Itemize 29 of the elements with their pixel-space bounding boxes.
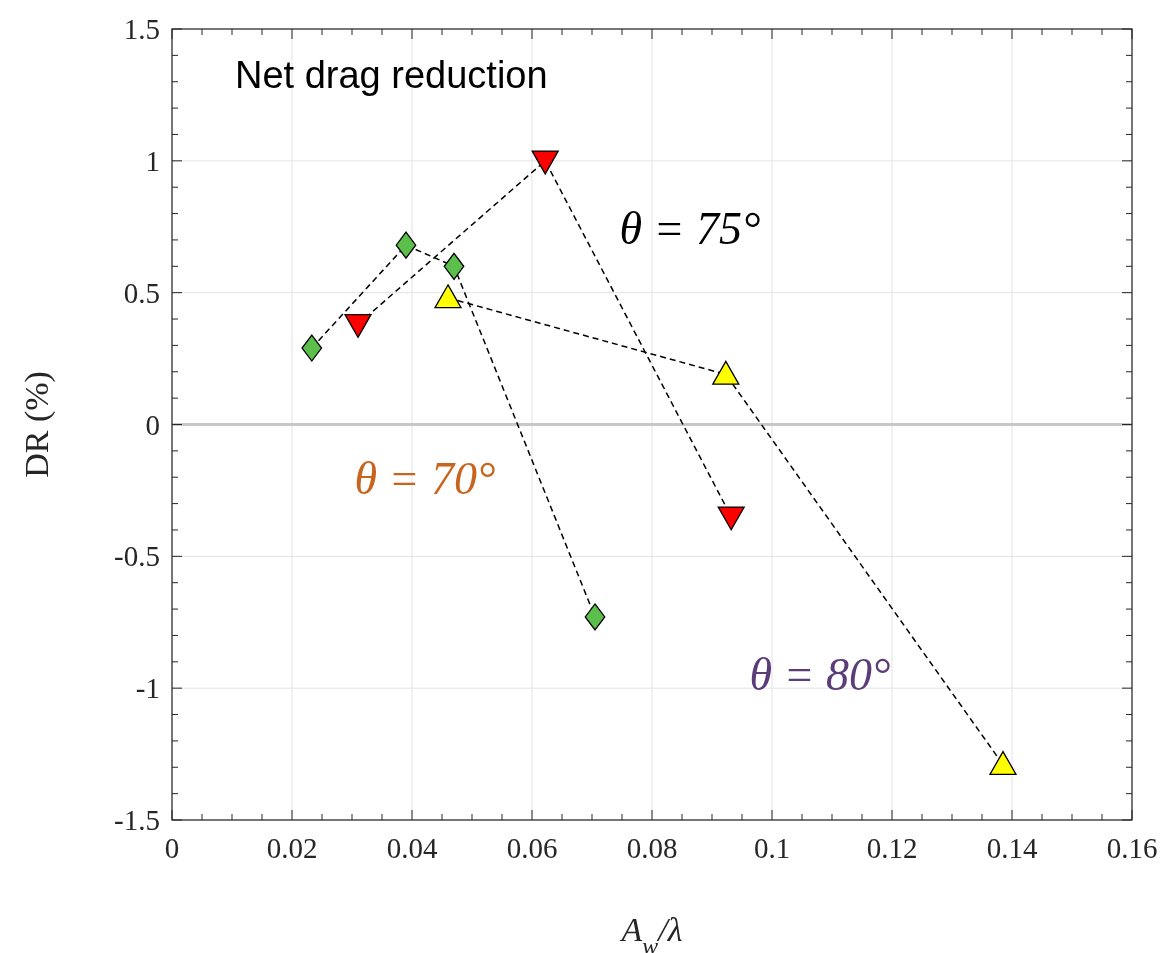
y-tick-label: -0.5 [114, 540, 160, 573]
point [344, 313, 372, 338]
x-tick-label: 0.14 [986, 832, 1038, 864]
annotation: θ = 75° [619, 203, 761, 254]
y-tick-label: 1.5 [123, 13, 160, 45]
text: Net drag reduction [235, 54, 548, 96]
x-tick-label: 0.1 [753, 832, 791, 864]
x-tick-label: 0.04 [386, 832, 438, 864]
point [395, 231, 417, 259]
point [531, 150, 559, 175]
y-tick-label: 0.5 [123, 276, 160, 309]
annotation: θ = 80° [749, 649, 891, 700]
x-tick-label: 0.02 [266, 832, 318, 864]
y-tick-label: -1 [135, 672, 160, 705]
y-tick-label: 0 [145, 408, 160, 441]
x-tick-label: 0.06 [506, 832, 558, 864]
point [434, 284, 462, 309]
point [989, 750, 1017, 776]
y-tick-label: 1 [145, 144, 160, 177]
y-axis-title: DR (%) [18, 371, 56, 478]
x-tick-label: 0.16 [1106, 832, 1158, 864]
x-tick-label: 0.12 [866, 832, 918, 864]
point [443, 252, 465, 280]
x-tick-label: 0.08 [626, 832, 678, 864]
point [712, 360, 740, 385]
annotation: θ = 70° [354, 453, 496, 504]
point [301, 334, 323, 362]
point [584, 603, 606, 631]
y-tick-label: -1.5 [114, 804, 160, 836]
